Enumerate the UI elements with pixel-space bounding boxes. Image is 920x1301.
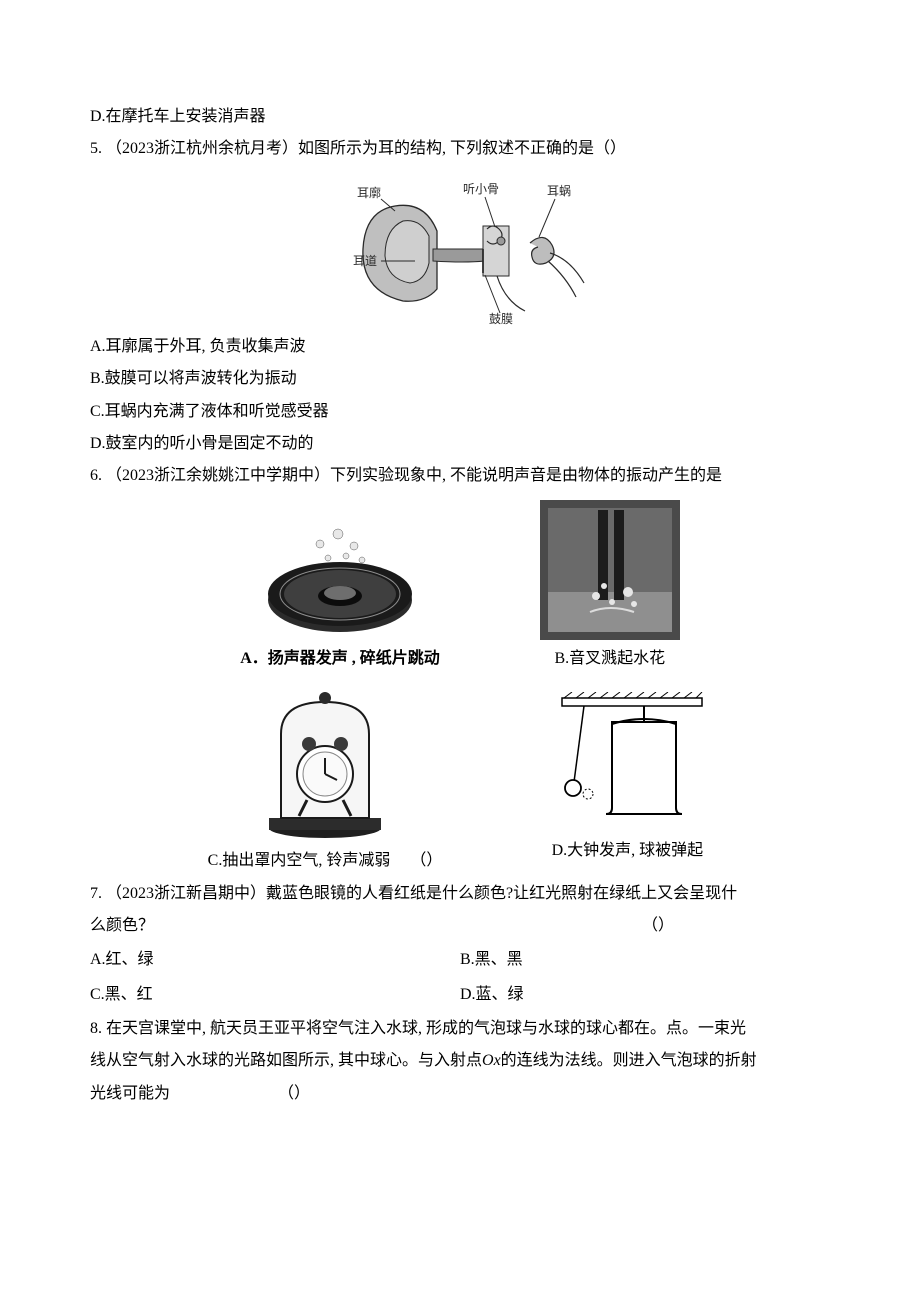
q6-caption-c: C.抽出罩内空气, 铃声减弱 (208, 846, 391, 876)
q6-caption-d: D.大钟发声, 球被弹起 (552, 836, 704, 866)
q5-stem: 5. （2023浙江杭州余杭月考）如图所示为耳的结构, 下列叙述不正确的是（） (90, 134, 830, 164)
q5-ear-figure: 耳廓 听小骨 耳蜗 耳道 鼓膜 (90, 171, 830, 326)
q8-line2: 线从空气射入水球的光路如图所示, 其中球心。与入射点Ox的连线为法线。则进入气泡… (90, 1046, 830, 1076)
q7-option-d: D.蓝、绿 (460, 980, 830, 1010)
q6-fig-big-bell (542, 692, 712, 832)
label-er-kuo: 耳廓 (357, 185, 381, 200)
q6-caption-b: B.音叉溅起水花 (554, 644, 665, 674)
q8-line3: 光线可能为 （） (90, 1079, 830, 1109)
q5-option-b: B.鼓膜可以将声波转化为振动 (90, 364, 830, 394)
q8-line1: 8. 在天宫课堂中, 航天员王亚平将空气注入水球, 形成的气泡球与水球的球心都在… (90, 1014, 830, 1044)
q7-option-c: C.黑、红 (90, 980, 460, 1010)
q8-ox: Ox (482, 1052, 501, 1069)
label-erdao: 耳道 (353, 254, 377, 268)
q7-paren: （） (642, 917, 674, 934)
ear-diagram-svg: 耳廓 听小骨 耳蜗 耳道 鼓膜 (325, 171, 595, 326)
q6-fig-tuning-fork (540, 500, 680, 640)
q5-option-c: C.耳蜗内充满了液体和听觉感受器 (90, 397, 830, 427)
q6-fig-speaker (250, 520, 430, 640)
label-gumo: 鼓膜 (489, 312, 513, 326)
q8-line3-text: 光线可能为 (90, 1085, 170, 1102)
q7-stem-line1: 7. （2023浙江新昌期中）戴蓝色眼镜的人看红纸是什么颜色?让红光照射在绿纸上… (90, 879, 830, 909)
q8-line2-pre: 线从空气射入水球的光路如图所示, 其中球心。与入射点 (90, 1052, 482, 1069)
q8-paren: （） (278, 1085, 310, 1102)
label-tingxiaogu: 听小骨 (463, 182, 499, 196)
q6-caption-a: A．扬声器发声 , 碎纸片跳动 (240, 644, 440, 674)
q5-option-a: A.耳廓属于外耳, 负责收集声波 (90, 332, 830, 362)
q7-option-a: A.红、绿 (90, 945, 460, 975)
q6-stem: 6. （2023浙江余姚姚江中学期中）下列实验现象中, 不能说明声音是由物体的振… (90, 461, 830, 491)
q5-option-d: D.鼓室内的听小骨是固定不动的 (90, 429, 830, 459)
q7-option-b: B.黑、黑 (460, 945, 830, 975)
q7-stem-line2: 么颜色？ （） (90, 911, 830, 941)
q4-option-d: D.在摩托车上安装消声器 (90, 102, 830, 132)
q6-paren: （） (410, 846, 442, 876)
label-erwo: 耳蜗 (547, 183, 571, 198)
q6-fig-bell-jar (245, 682, 405, 842)
q7-stem-part2: 么颜色？ (90, 917, 154, 934)
q8-line2-post: 的连线为法线。则进入气泡球的折射 (501, 1052, 757, 1069)
